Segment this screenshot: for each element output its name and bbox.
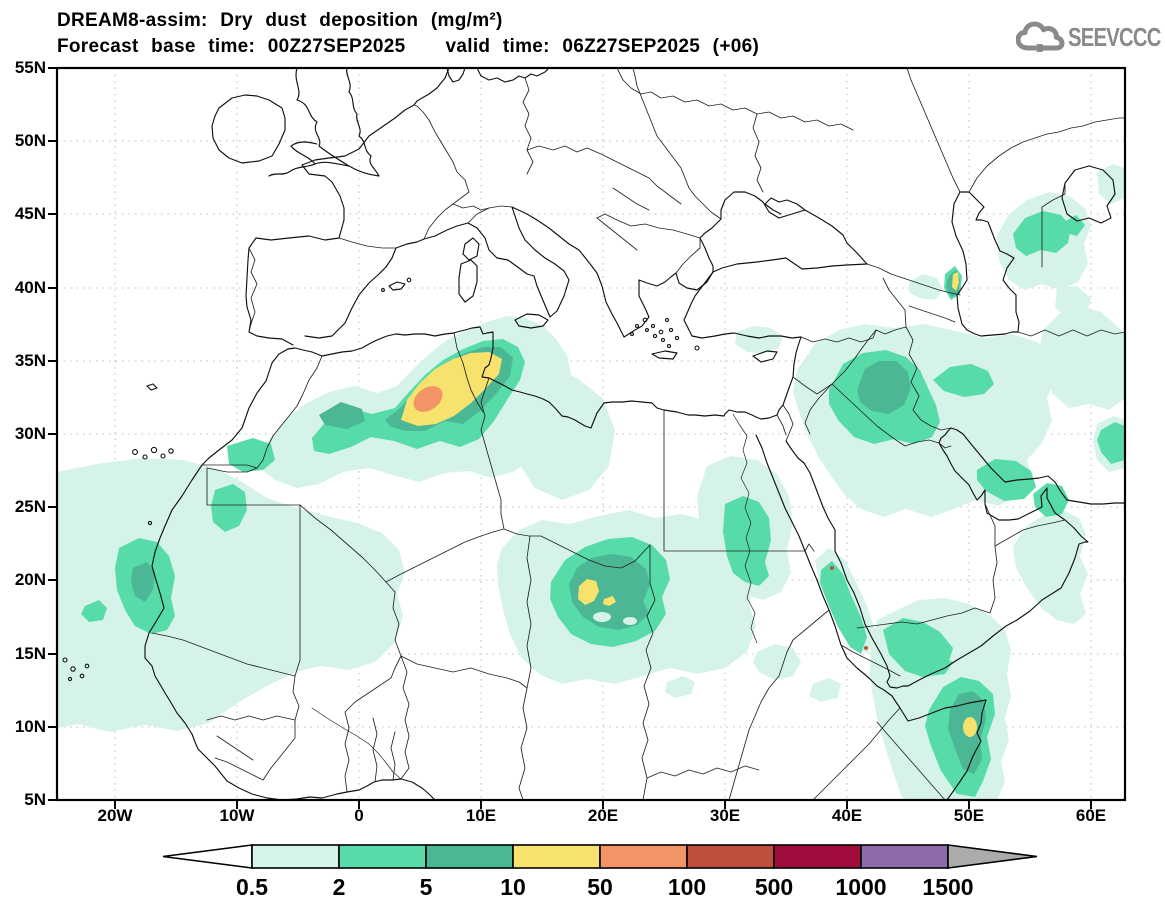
colorbar-segment [773, 844, 862, 869]
axis-ticks [48, 67, 1092, 809]
y-axis-label: 5N [24, 790, 46, 809]
colorbar-tick-label: 5 [419, 874, 433, 900]
colorbar-segment [338, 844, 427, 869]
colorbar-tick-label: 100 [667, 874, 707, 900]
x-axis-label: 30E [709, 806, 741, 825]
x-axis-label: 20W [97, 806, 133, 825]
x-axis-label: 40E [831, 806, 863, 825]
figure-title: DREAM8-assim: Dry dust deposition (mg/m²… [57, 10, 503, 31]
x-axis-label: 10W [219, 806, 255, 825]
country-borders [151, 68, 1125, 800]
time-row: Forecast base time: 00Z27SEP2025 valid ti… [57, 34, 759, 60]
colorbar-segment [251, 844, 340, 869]
x-axis-label: 60E [1075, 806, 1107, 825]
forecast-base-time: Forecast base time: 00Z27SEP2025 [57, 36, 406, 57]
map-frame [55, 66, 1127, 802]
colorbar-tick-label: 500 [754, 874, 794, 900]
valid-time: valid time: 06Z27SEP2025 (+06) [445, 36, 760, 57]
x-axis-label: 20E [587, 806, 619, 825]
colorbar-under-arrow [162, 844, 253, 869]
colorbar-segment [686, 844, 775, 869]
y-axis-label: 50N [14, 131, 46, 151]
island-dots [62, 277, 700, 682]
y-axis-label: 45N [14, 204, 46, 224]
colorbar-tick-label: 1500 [922, 874, 974, 900]
y-axis-label: 25N [14, 497, 46, 517]
contour-level5 [413, 386, 443, 412]
y-axis-label: 55N [14, 58, 46, 77]
coastlines [144, 68, 1125, 800]
contour-specks [830, 566, 868, 650]
colorbar-segment [860, 844, 949, 869]
colorbar-segment [512, 844, 601, 869]
colorbar-tick-label: 1000 [835, 874, 887, 900]
y-axis-label: 30N [14, 424, 46, 443]
colorbar [162, 844, 1038, 869]
cloud-arrow [1036, 44, 1046, 52]
title-block: DREAM8-assim: Dry dust deposition (mg/m²… [57, 8, 759, 60]
colorbar-segments [251, 844, 949, 869]
y-axis-label: 10N [14, 716, 46, 736]
y-axis-label: 15N [14, 643, 46, 663]
colorbar-over-arrow [947, 844, 1038, 869]
cloud-icon [1016, 21, 1065, 52]
colorbar-tick-label: 0.5 [236, 874, 268, 900]
map-canvas [48, 66, 1127, 809]
x-axis-label: 10E [465, 806, 497, 825]
colorbar-tick-label: 50 [587, 874, 613, 900]
x-axis-label: 50E [953, 806, 985, 825]
x-axis-label: 0 [354, 806, 364, 825]
colorbar-segment [599, 844, 688, 869]
colorbar-segment [425, 844, 514, 869]
logo-text: SEEVCCC [1068, 21, 1161, 52]
seevccc-logo: SEEVCCC [1016, 20, 1165, 54]
y-axis-label: 35N [14, 350, 46, 370]
colorbar-tick-label: 2 [332, 874, 346, 900]
contour-holes [593, 612, 637, 625]
rivers [311, 413, 758, 780]
y-axis-label: 20N [14, 570, 46, 590]
y-axis-label: 40N [14, 277, 46, 297]
colorbar-tick-label: 10 [500, 874, 526, 900]
